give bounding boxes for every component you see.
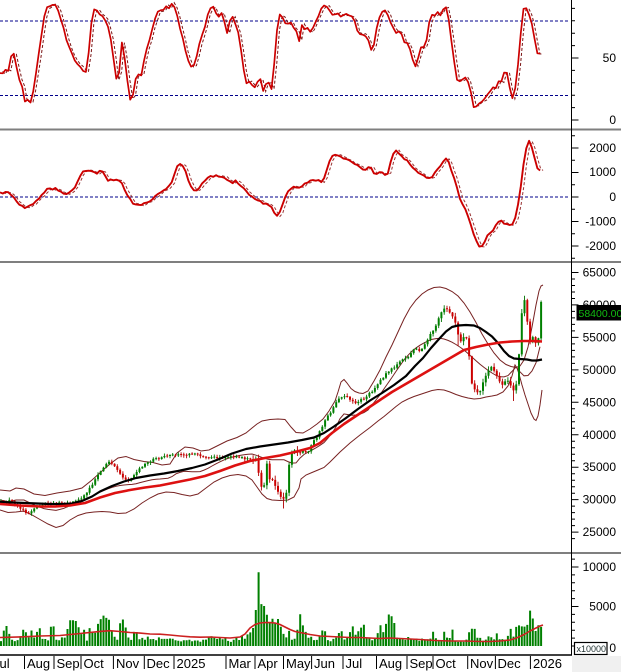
svg-text:50000: 50000	[583, 363, 617, 377]
svg-text:55000: 55000	[583, 330, 617, 344]
svg-text:Mar: Mar	[229, 656, 252, 671]
svg-text:2026: 2026	[533, 656, 562, 671]
svg-text:Apr: Apr	[258, 656, 279, 671]
svg-text:50: 50	[603, 51, 617, 65]
svg-text:Jul: Jul	[346, 656, 363, 671]
svg-text:May: May	[286, 656, 311, 671]
svg-text:65000: 65000	[583, 266, 617, 280]
svg-text:30000: 30000	[583, 493, 617, 507]
svg-text:10000: 10000	[583, 560, 617, 574]
svg-text:40000: 40000	[583, 428, 617, 442]
svg-text:-2000: -2000	[585, 239, 616, 253]
svg-text:Aug: Aug	[27, 656, 50, 671]
svg-text:58400.00: 58400.00	[579, 308, 621, 320]
svg-text:1000: 1000	[589, 165, 616, 179]
svg-text:Jul: Jul	[0, 656, 10, 671]
svg-text:Dec: Dec	[498, 656, 522, 671]
svg-text:Sep: Sep	[57, 656, 80, 671]
svg-text:0: 0	[609, 113, 616, 127]
svg-text:Aug: Aug	[379, 656, 402, 671]
svg-text:-1000: -1000	[585, 215, 616, 229]
svg-text:Dec: Dec	[147, 656, 171, 671]
svg-text:25000: 25000	[583, 525, 617, 539]
svg-text:5000: 5000	[589, 600, 616, 614]
svg-text:45000: 45000	[583, 395, 617, 409]
svg-text:Nov: Nov	[470, 656, 494, 671]
svg-text:0: 0	[609, 190, 616, 204]
svg-text:2025: 2025	[177, 656, 206, 671]
svg-text:Jun: Jun	[314, 656, 335, 671]
svg-text:x10000: x10000	[577, 644, 607, 654]
svg-text:0: 0	[609, 641, 616, 655]
svg-text:Oct: Oct	[436, 656, 457, 671]
svg-text:2000: 2000	[589, 141, 616, 155]
svg-text:Nov: Nov	[116, 656, 140, 671]
svg-text:Oct: Oct	[84, 656, 105, 671]
svg-text:Sep: Sep	[410, 656, 433, 671]
svg-text:35000: 35000	[583, 460, 617, 474]
